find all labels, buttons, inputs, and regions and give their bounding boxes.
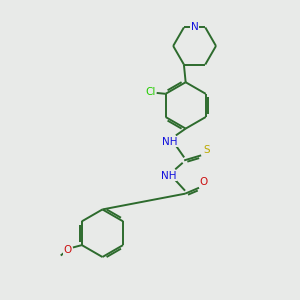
Text: O: O [200,177,208,188]
Text: S: S [203,145,210,155]
Text: Cl: Cl [145,87,155,97]
Text: NH: NH [161,171,176,181]
Text: N: N [191,22,199,32]
Text: O: O [64,244,72,255]
Text: NH: NH [162,137,177,147]
